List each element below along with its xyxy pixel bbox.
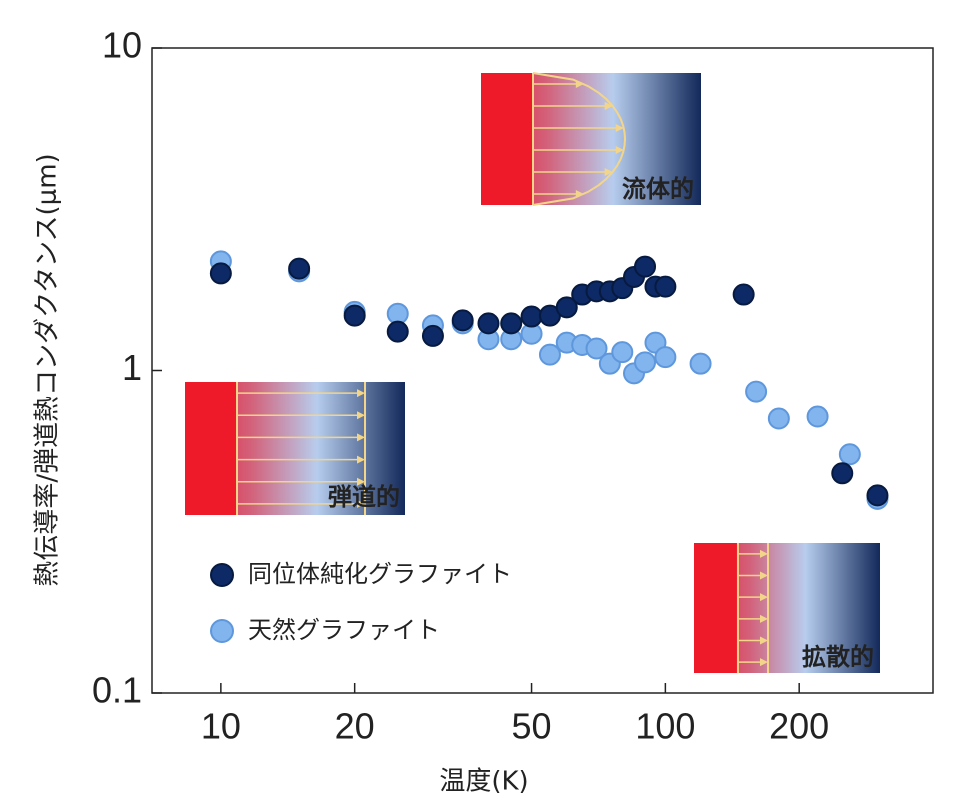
data-point xyxy=(421,324,444,347)
x-tick-label: 200 xyxy=(769,706,829,747)
data-point xyxy=(520,305,543,328)
inset-label: 弾道的 xyxy=(328,483,400,511)
y-axis-label: 熱伝導率/弾道熱コンダクタンス(μm) xyxy=(33,153,63,586)
data-point xyxy=(585,337,608,360)
x-tick-label: 100 xyxy=(635,706,695,747)
y-tick-label: 1 xyxy=(122,347,142,388)
data-point xyxy=(611,341,634,364)
inset-arrowhead xyxy=(760,549,768,558)
data-point xyxy=(838,443,861,466)
inset-label: 拡散的 xyxy=(802,643,874,671)
data-point xyxy=(767,407,790,430)
inset-arrowhead xyxy=(357,477,365,486)
inset-arrowhead xyxy=(615,124,624,132)
inset-arrowhead xyxy=(760,571,768,580)
inset-arrowhead xyxy=(604,168,613,176)
inset-hot-block xyxy=(481,73,533,205)
y-tick-label: 0.1 xyxy=(92,670,142,711)
legend-marker xyxy=(210,619,234,643)
data-point xyxy=(689,352,712,375)
data-point xyxy=(538,343,561,366)
inset-arrowhead xyxy=(357,433,365,442)
data-point xyxy=(451,309,474,332)
x-tick-label: 50 xyxy=(512,706,552,747)
x-axis-label: 温度(K) xyxy=(439,767,528,797)
data-point xyxy=(209,262,232,285)
inset-arrowhead xyxy=(615,146,624,154)
data-point xyxy=(477,312,500,335)
legend-label: 同位体純化グラファイト xyxy=(248,560,512,588)
inset-arrowhead xyxy=(760,593,768,602)
y-tick-label: 10 xyxy=(102,25,142,66)
data-point xyxy=(866,484,889,507)
inset-arrowhead xyxy=(357,411,365,420)
inset-hot-block xyxy=(694,543,738,673)
data-point xyxy=(745,380,768,403)
inset-profile xyxy=(532,72,627,206)
data-point xyxy=(343,304,366,327)
data-point xyxy=(732,283,755,306)
legend-label: 天然グラファイト xyxy=(248,616,440,644)
data-point xyxy=(288,257,311,280)
data-point xyxy=(634,255,657,278)
legend-marker xyxy=(210,563,234,587)
inset-arrowhead xyxy=(604,102,613,110)
data-point xyxy=(634,351,657,374)
inset-arrowhead xyxy=(357,499,365,508)
data-point xyxy=(831,462,854,485)
inset-arrowhead xyxy=(760,658,768,667)
inset-arrowhead xyxy=(760,636,768,645)
data-point xyxy=(806,405,829,428)
x-tick-label: 10 xyxy=(201,706,241,747)
data-point xyxy=(386,320,409,343)
data-point xyxy=(555,296,578,319)
x-tick-label: 20 xyxy=(335,706,375,747)
inset-arrowhead xyxy=(760,614,768,623)
data-point xyxy=(654,275,677,298)
data-point xyxy=(500,312,523,335)
data-point xyxy=(654,346,677,369)
inset-arrowhead xyxy=(357,455,365,464)
inset-label: 流体的 xyxy=(622,175,694,203)
inset-hot-block xyxy=(185,382,237,515)
inset-arrowhead xyxy=(357,389,365,398)
